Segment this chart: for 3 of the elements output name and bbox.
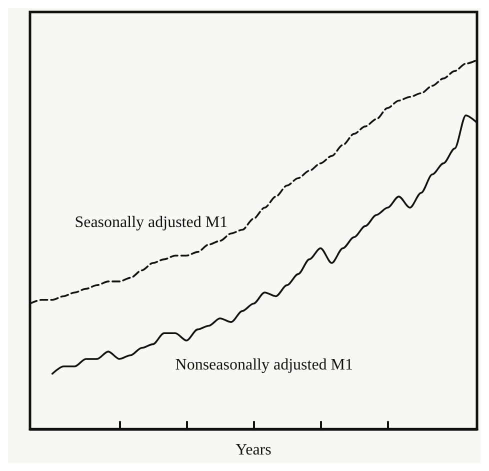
series-label: Nonseasonally adjusted M1 (175, 356, 354, 374)
x-axis-title: Years (236, 442, 272, 458)
series-label: Seasonally adjusted M1 (74, 214, 228, 232)
